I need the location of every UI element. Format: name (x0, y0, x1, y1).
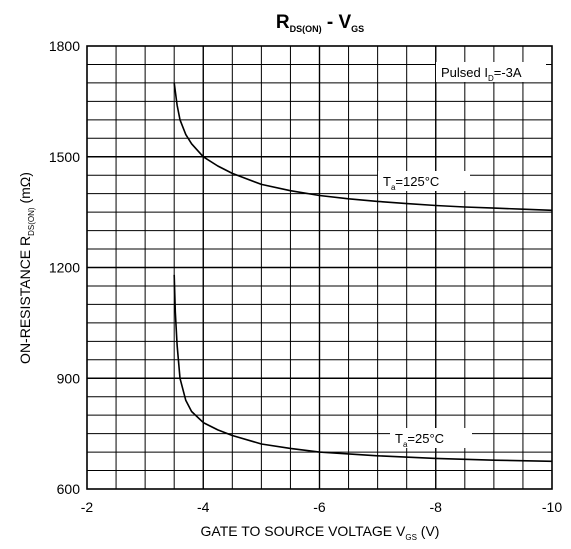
y-tick-label: 900 (57, 370, 81, 386)
annotation-pulsed-main: Pulsed I (441, 65, 488, 80)
y-axis-title-unit: (mΩ) (17, 172, 33, 207)
title-r: R (276, 12, 290, 33)
title-sub-gs: GS (351, 24, 364, 34)
y-tick-label: 600 (57, 481, 81, 497)
annotation-125c-tail: =125°C (395, 174, 439, 189)
annotation-25c-tail: =25°C (407, 431, 444, 446)
y-axis-title: ON-RESISTANCE RDS(ON) (mΩ) (17, 172, 36, 364)
x-tick-label: -4 (197, 499, 210, 515)
plot-frame (86, 45, 553, 490)
curve-ta-25c (173, 274, 553, 463)
annotation-bg-125c (378, 171, 470, 191)
annotation-125c-sub: a (391, 183, 396, 192)
annotation-bg-25c (390, 428, 472, 448)
tick-labels: -2 -4 -6 -8 -10 600 900 1200 1500 1800 (49, 38, 562, 515)
annotation-25c-sub: a (403, 440, 408, 449)
annotation-pulsed-tail: =-3A (494, 65, 522, 80)
title-sub-dson: DS(ON) (290, 24, 322, 34)
annotation-pulsed-sub: D (488, 74, 494, 83)
annotation-bg-pulsed (436, 62, 546, 82)
x-tick-label: -10 (542, 499, 562, 515)
y-tick-label: 1800 (49, 38, 80, 54)
curve-ta-125c (173, 82, 553, 212)
annotation-25c: Ta=25°C (395, 431, 444, 449)
annotation-pulsed: Pulsed ID=-3A (441, 65, 522, 83)
annotation-125c-main: T (383, 174, 391, 189)
annotation-125c: Ta=125°C (383, 174, 439, 192)
x-tick-label: -8 (430, 499, 443, 515)
chart-title: RDS(ON) - VGS (276, 12, 364, 34)
series-lines (173, 82, 553, 463)
annotation-25c-main: T (395, 431, 403, 446)
y-tick-label: 1200 (49, 260, 80, 276)
x-tick-label: -2 (81, 499, 94, 515)
y-axis-title-sub: DS(ON) (27, 207, 36, 236)
x-tick-label: -6 (313, 499, 326, 515)
y-tick-label: 1500 (49, 149, 80, 165)
grid (87, 46, 552, 489)
x-axis-title-sub: GS (405, 533, 417, 542)
x-axis-title-main: GATE TO SOURCE VOLTAGE V (201, 523, 407, 539)
x-axis-title: GATE TO SOURCE VOLTAGE VGS (V) (201, 523, 440, 542)
title-v: - V (322, 12, 352, 33)
x-axis-title-unit: (V) (417, 523, 440, 539)
y-axis-title-main: ON-RESISTANCE R (17, 236, 33, 364)
